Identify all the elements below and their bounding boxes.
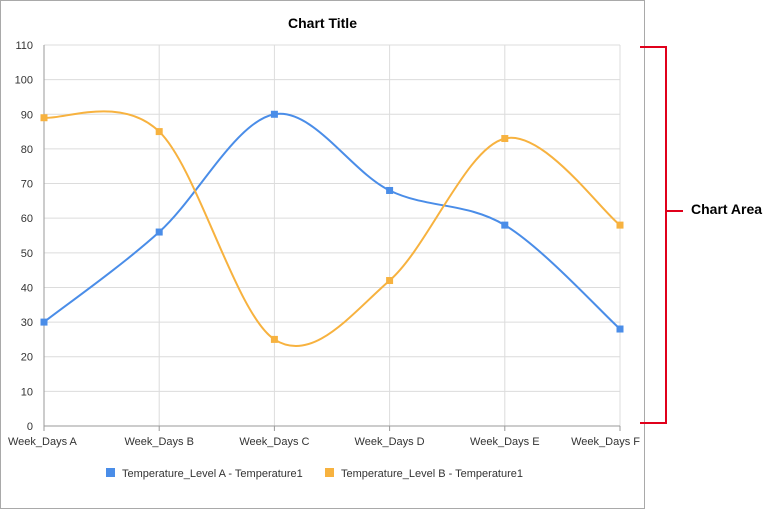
x-axis-ticks: Week_Days A Week_Days B Week_Days C Week_Da… bbox=[8, 436, 640, 448]
x-tick-label: Week_Days F bbox=[571, 436, 640, 448]
y-tick-label: 110 bbox=[15, 40, 33, 52]
y-tick-label: 10 bbox=[21, 386, 33, 398]
y-tick-label: 80 bbox=[21, 144, 33, 156]
y-tick-label: 100 bbox=[15, 75, 33, 87]
data-point-marker bbox=[616, 325, 624, 333]
series-lines bbox=[43, 110, 621, 347]
legend-label: Temperature_Level A - Temperature1 bbox=[122, 468, 303, 480]
y-tick-label: 90 bbox=[21, 109, 33, 121]
series-line-a bbox=[43, 112, 621, 330]
x-tick-label: Week_Days A bbox=[8, 436, 78, 448]
data-point-marker bbox=[40, 318, 48, 326]
x-tick-label: Week_Days D bbox=[355, 436, 425, 448]
axes bbox=[43, 45, 621, 431]
data-point-marker bbox=[270, 110, 278, 118]
y-tick-label: 50 bbox=[21, 248, 33, 260]
data-point-marker bbox=[40, 114, 48, 122]
chart-title: Chart Title bbox=[288, 15, 357, 31]
y-tick-label: 40 bbox=[21, 282, 33, 294]
data-point-marker bbox=[501, 221, 509, 229]
x-tick-label: Week_Days C bbox=[239, 436, 309, 448]
y-tick-label: 20 bbox=[21, 352, 33, 364]
chart-frame bbox=[0, 0, 645, 509]
legend-swatch bbox=[325, 468, 334, 477]
legend: Temperature_Level A - Temperature1 Temper… bbox=[106, 468, 523, 480]
data-point-marker bbox=[155, 128, 163, 136]
y-tick-label: 0 bbox=[27, 421, 33, 433]
chart-area-bracket bbox=[640, 46, 683, 424]
y-axis-ticks: 0 10 20 30 40 50 60 70 80 90 100 110 bbox=[15, 40, 33, 433]
y-tick-label: 60 bbox=[21, 213, 33, 225]
data-point-marker bbox=[155, 228, 163, 236]
data-point-marker bbox=[616, 221, 624, 229]
legend-label: Temperature_Level B - Temperature1 bbox=[341, 468, 523, 480]
data-point-marker bbox=[270, 335, 278, 343]
grid-lines bbox=[44, 44, 621, 426]
data-point-marker bbox=[386, 186, 394, 194]
chart-area-annotation-label: Chart Area bbox=[691, 201, 763, 217]
data-point-marker bbox=[386, 277, 394, 285]
x-tick-label: Week_Days B bbox=[124, 436, 194, 448]
y-tick-label: 30 bbox=[21, 317, 33, 329]
series-markers bbox=[40, 110, 624, 343]
legend-swatch bbox=[106, 468, 115, 477]
bracket-line bbox=[640, 46, 667, 424]
data-point-marker bbox=[501, 135, 509, 143]
series-line-b bbox=[43, 110, 621, 347]
y-tick-label: 70 bbox=[21, 179, 33, 191]
x-tick-label: Week_Days E bbox=[470, 436, 540, 448]
